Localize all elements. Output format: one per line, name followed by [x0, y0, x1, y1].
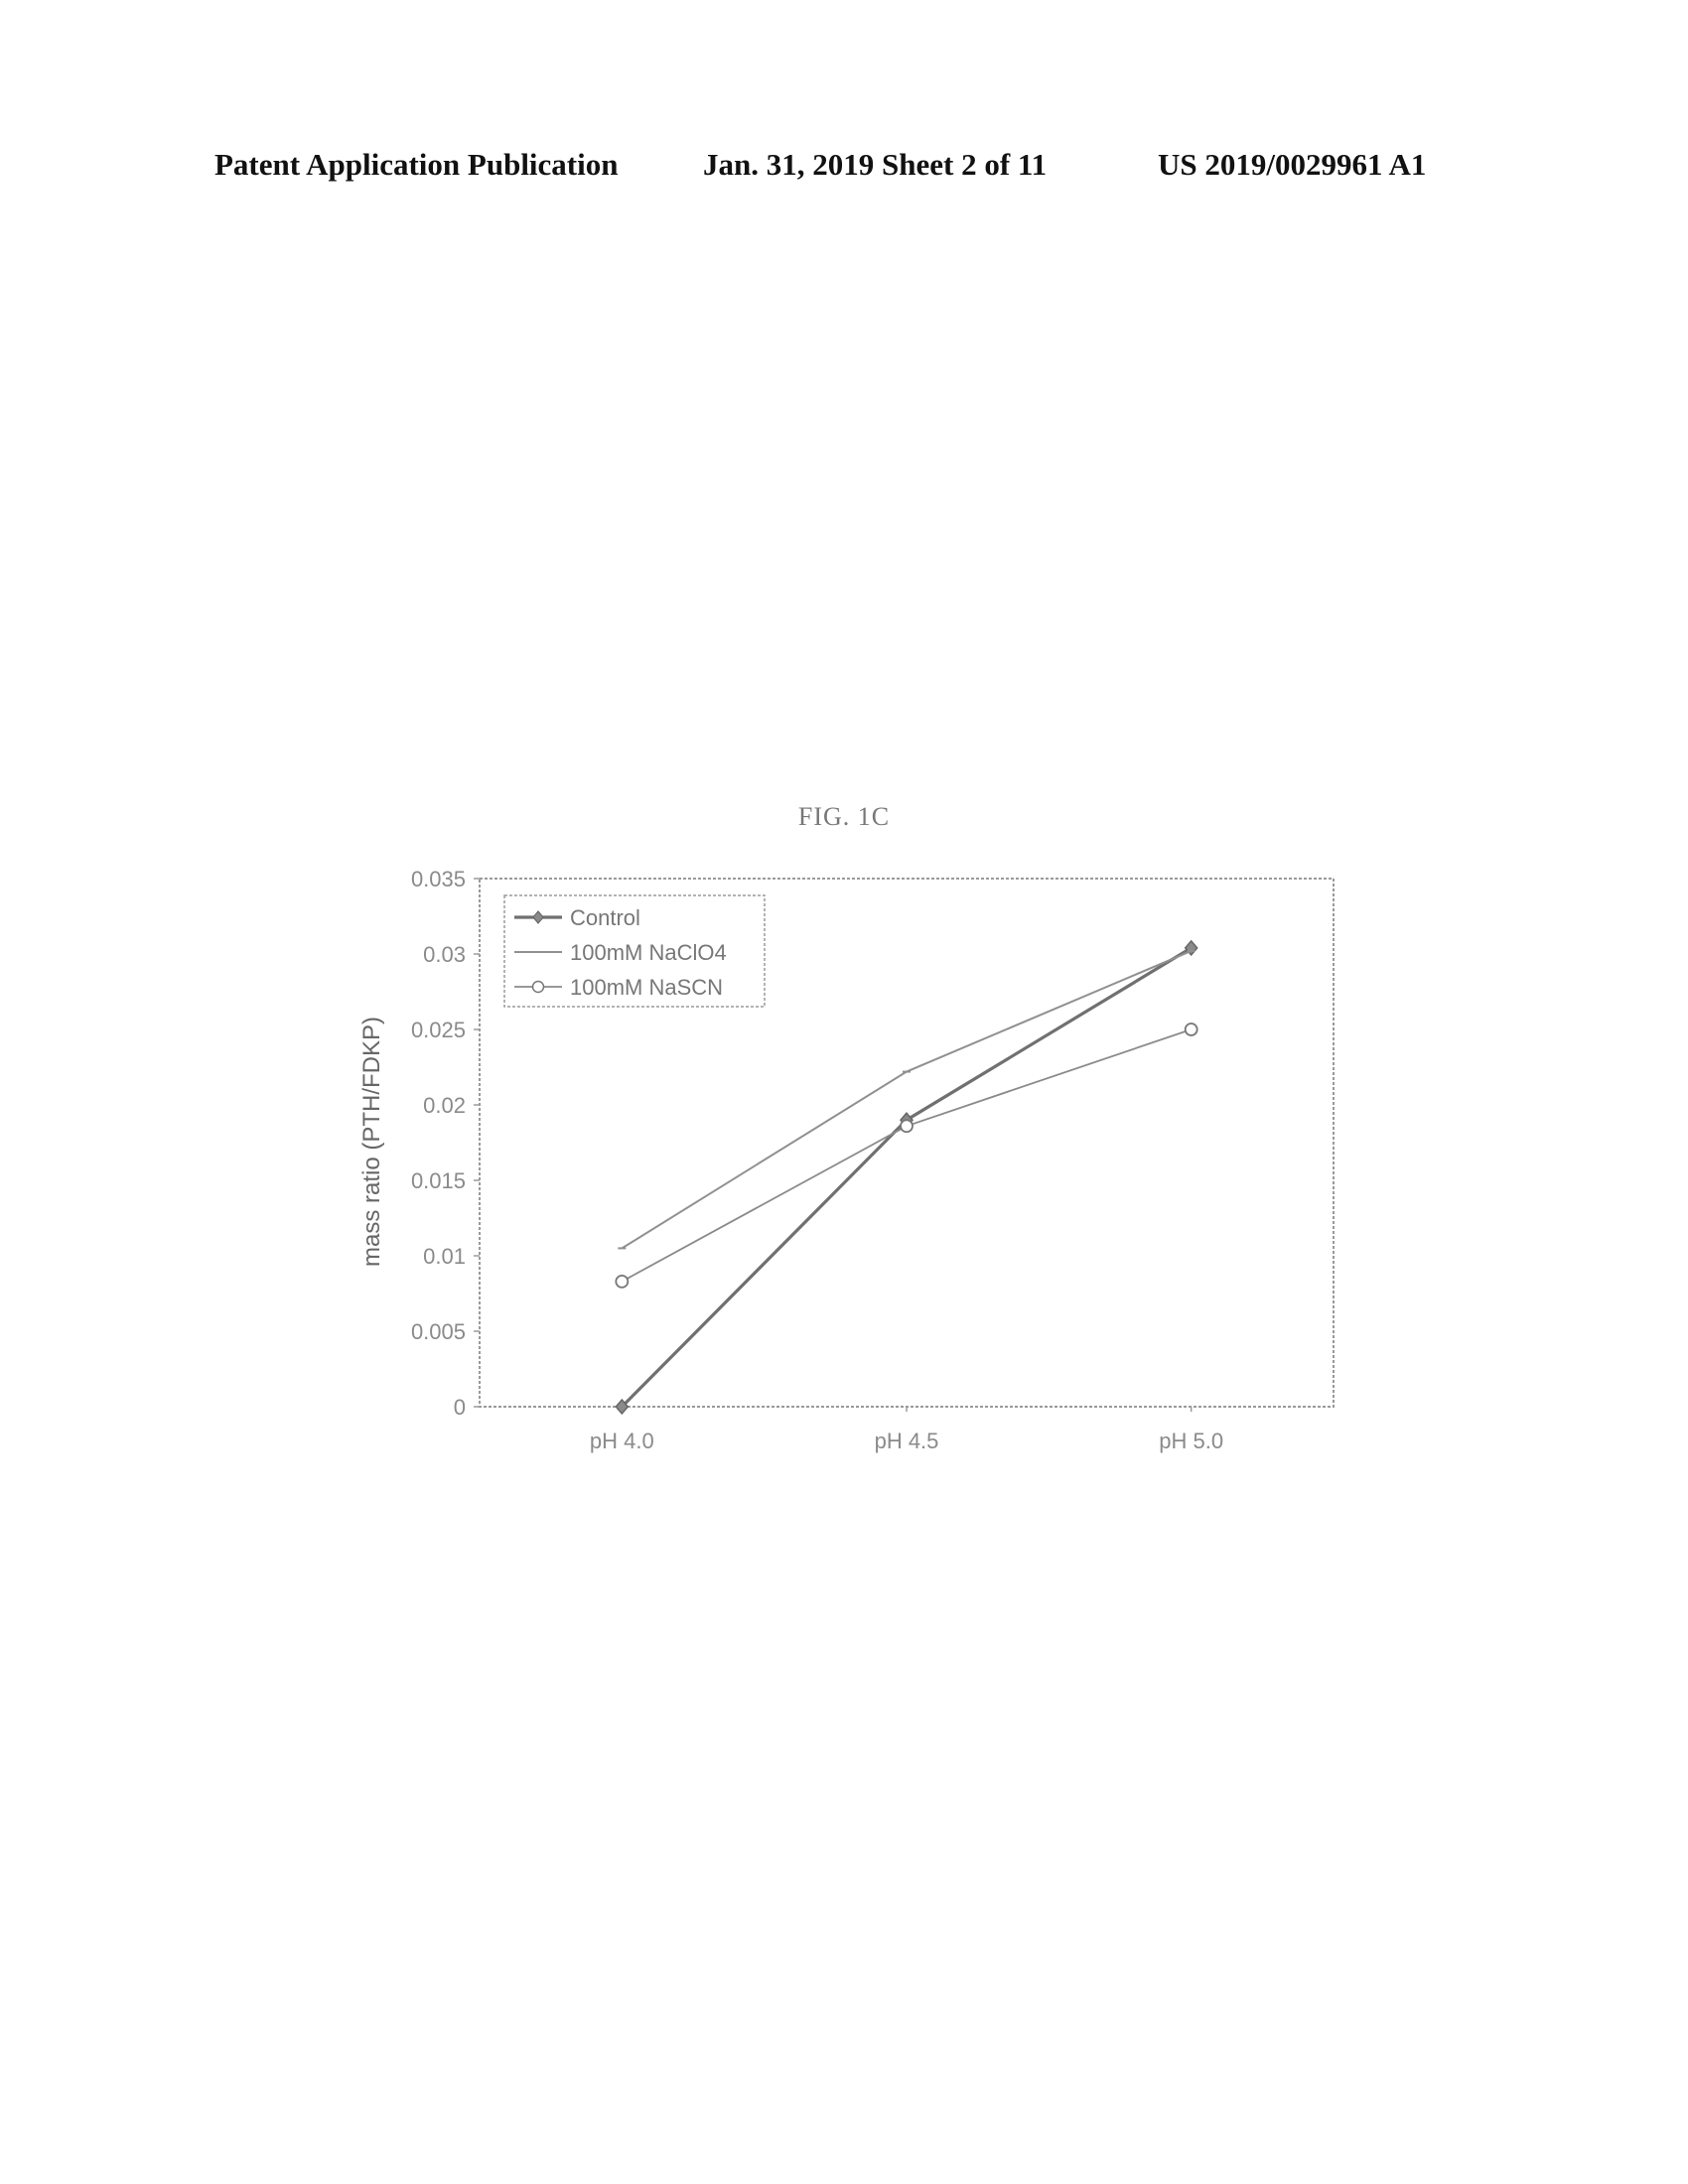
page-header: Patent Application Publication Jan. 31, …	[0, 147, 1688, 187]
y-tick-label: 0.01	[423, 1244, 466, 1269]
line-chart: 0 0.005 0.01 0.015 0.02 0.025 0.03 0.035 pH 4.0…	[0, 854, 1688, 1499]
x-tick-label: pH 4.0	[590, 1429, 654, 1453]
y-axis-title: mass ratio (PTH/FDKP)	[358, 1017, 385, 1267]
legend-label: 100mM NaSCN	[570, 975, 723, 1000]
x-tick-label: pH 5.0	[1159, 1429, 1223, 1453]
legend-label: 100mM NaClO4	[570, 940, 727, 965]
y-tick-label: 0	[454, 1395, 466, 1420]
publication-label: Patent Application Publication	[214, 147, 618, 183]
figure-label: FIG. 1C	[0, 802, 1688, 832]
y-tick-label: 0.005	[411, 1319, 466, 1344]
legend-marker	[533, 982, 544, 993]
data-point	[616, 1276, 628, 1288]
y-tick-label: 0.02	[423, 1093, 466, 1118]
y-tick-label: 0.015	[411, 1168, 466, 1193]
data-point	[901, 1120, 913, 1132]
date-sheet-label: Jan. 31, 2019 Sheet 2 of 11	[703, 147, 1047, 183]
y-tick-label: 0.025	[411, 1018, 466, 1042]
x-tick-label: pH 4.5	[875, 1429, 939, 1453]
x-axis: pH 4.0 pH 4.5 pH 5.0	[590, 1407, 1223, 1453]
legend-label: Control	[570, 905, 640, 930]
publication-number: US 2019/0029961 A1	[1158, 147, 1426, 183]
legend: Control 100mM NaClO4 100mM NaSCN	[504, 895, 765, 1007]
y-axis: 0 0.005 0.01 0.015 0.02 0.025 0.03 0.035	[411, 867, 480, 1420]
y-tick-label: 0.03	[423, 942, 466, 967]
data-point	[1186, 1024, 1197, 1035]
y-tick-label: 0.035	[411, 867, 466, 891]
